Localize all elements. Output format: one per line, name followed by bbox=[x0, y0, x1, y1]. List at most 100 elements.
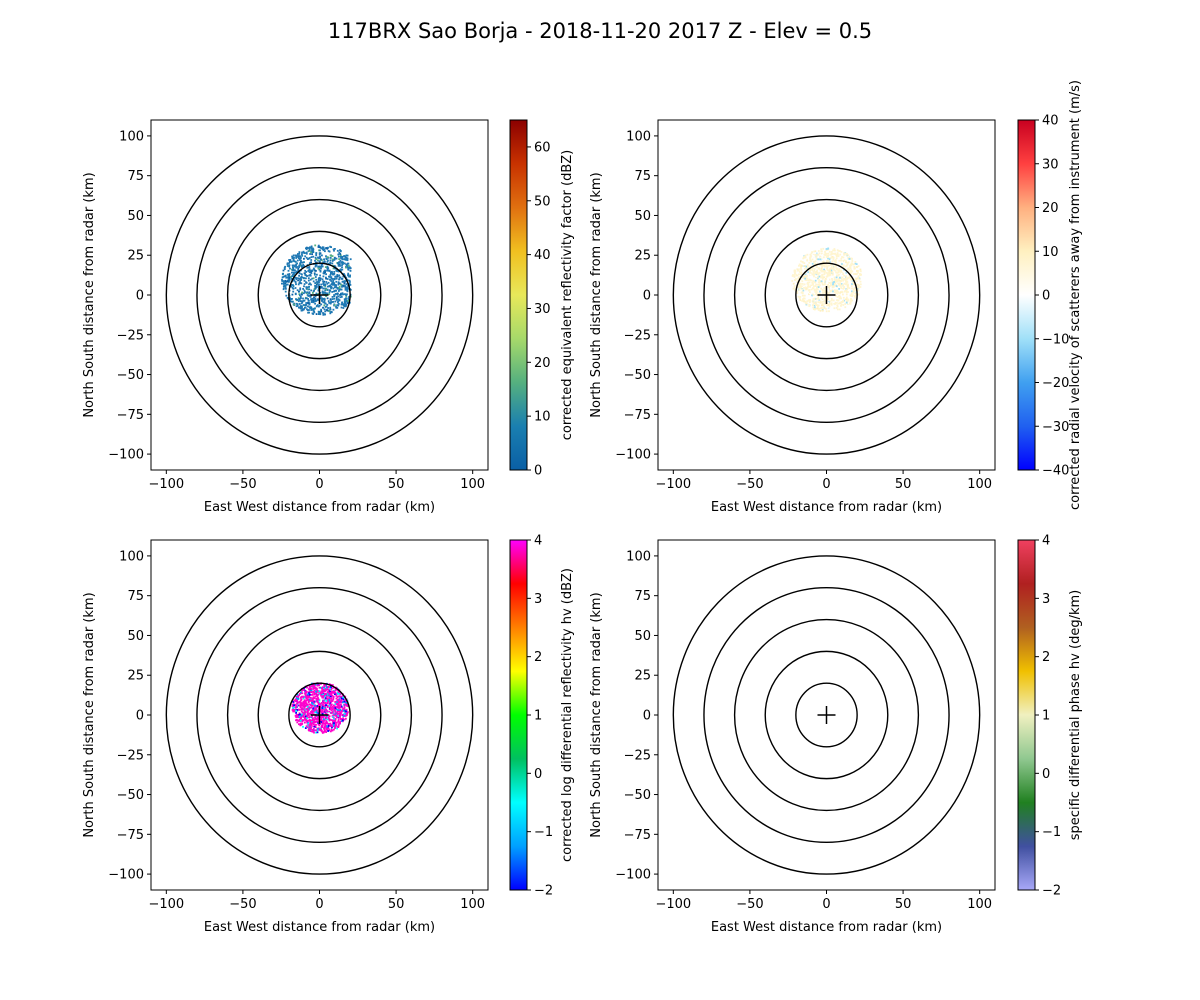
echo-gate bbox=[296, 266, 299, 268]
echo-gate bbox=[791, 280, 794, 282]
echo-gate bbox=[313, 311, 316, 314]
echo-gate bbox=[302, 288, 304, 290]
echo-gate bbox=[320, 728, 323, 731]
echo-gate bbox=[812, 308, 815, 310]
echo-gate bbox=[836, 296, 839, 298]
echo-gate bbox=[333, 704, 335, 707]
echo-gate bbox=[857, 287, 859, 290]
echo-gate bbox=[298, 264, 301, 267]
echo-gate bbox=[323, 722, 326, 725]
plot-area bbox=[165, 135, 474, 455]
echo-gate bbox=[310, 299, 313, 302]
echo-gate bbox=[836, 290, 839, 293]
echo-gate bbox=[311, 693, 314, 696]
echo-gate bbox=[836, 268, 838, 271]
echo-gate bbox=[324, 266, 327, 268]
echo-gate bbox=[335, 306, 338, 309]
echo-gate bbox=[813, 304, 816, 307]
echo-gate bbox=[319, 312, 322, 314]
echo-gate bbox=[295, 283, 297, 286]
echo-gate bbox=[308, 268, 311, 270]
echo-gate bbox=[833, 265, 836, 268]
echo-gate bbox=[798, 281, 801, 284]
echo-gate bbox=[338, 287, 341, 289]
echo-gate bbox=[304, 718, 307, 720]
echo-gate bbox=[341, 263, 344, 265]
x-tick-label: 0 bbox=[822, 477, 830, 492]
echo-gate bbox=[299, 713, 301, 716]
echo-gate bbox=[328, 275, 330, 278]
echo-gate bbox=[307, 722, 310, 725]
echo-gate bbox=[322, 291, 324, 294]
echo-gate bbox=[313, 719, 316, 721]
echo-gate bbox=[328, 291, 331, 294]
echo-gate bbox=[320, 695, 323, 697]
echo-gate bbox=[342, 284, 345, 287]
echo-gate bbox=[342, 696, 345, 699]
echo-gate bbox=[830, 303, 833, 306]
echo-gate bbox=[812, 271, 815, 273]
echo-gate bbox=[319, 287, 322, 289]
echo-gate bbox=[307, 700, 310, 702]
echo-gate bbox=[337, 304, 340, 307]
echo-gate bbox=[323, 684, 326, 686]
echo-gate bbox=[325, 273, 327, 276]
echo-gate bbox=[322, 272, 325, 275]
echo-gate bbox=[313, 689, 316, 692]
echo-gate bbox=[312, 696, 315, 699]
echo-gate bbox=[309, 703, 311, 706]
echo-gate bbox=[812, 298, 815, 301]
echo-gate bbox=[339, 253, 342, 255]
echo-gate bbox=[304, 700, 307, 703]
echo-gate bbox=[349, 275, 351, 278]
echo-gate bbox=[816, 288, 819, 291]
echo-gate bbox=[309, 719, 312, 722]
echo-gate bbox=[334, 707, 337, 709]
echo-gate bbox=[325, 720, 328, 722]
colorbar-tick-label: 0 bbox=[534, 767, 542, 782]
echo-gate bbox=[799, 284, 802, 287]
echo-gate bbox=[328, 293, 331, 296]
echo-gate bbox=[322, 721, 324, 724]
echo-gate bbox=[337, 298, 340, 301]
echo-gate bbox=[828, 303, 831, 306]
echo-gate bbox=[819, 296, 822, 299]
echo-gate bbox=[307, 701, 310, 704]
echo-gate bbox=[835, 267, 838, 269]
echo-gate bbox=[801, 283, 804, 285]
echo-gate bbox=[298, 251, 301, 253]
echo-gate bbox=[324, 313, 326, 316]
echo-gate bbox=[307, 311, 309, 314]
echo-gate bbox=[836, 308, 839, 311]
echo-gate bbox=[330, 712, 333, 715]
echo-gate bbox=[798, 283, 801, 285]
echo-gate bbox=[804, 267, 806, 270]
echo-gate bbox=[344, 303, 347, 306]
echo-gate bbox=[315, 270, 317, 272]
colorbar-tick-label: 20 bbox=[534, 356, 551, 371]
echo-gate bbox=[820, 302, 822, 304]
echo-gate bbox=[302, 705, 305, 707]
echo-gate bbox=[857, 265, 860, 268]
echo-gate bbox=[312, 247, 314, 250]
echo-gate bbox=[312, 301, 315, 304]
echo-gate bbox=[345, 254, 348, 257]
echo-gate bbox=[315, 252, 318, 254]
echo-gate bbox=[306, 726, 309, 729]
echo-gate bbox=[343, 273, 345, 275]
echo-gate bbox=[796, 281, 799, 283]
colorbar-scale bbox=[509, 119, 528, 471]
echo-gate bbox=[813, 307, 816, 309]
echo-gate bbox=[794, 272, 796, 275]
echo-gate bbox=[299, 295, 302, 298]
echo-gate bbox=[316, 283, 318, 286]
echo-gate bbox=[311, 701, 313, 704]
echo-gate bbox=[304, 709, 306, 712]
echo-gate bbox=[817, 267, 820, 270]
echo-gate bbox=[329, 311, 332, 313]
echo-gate bbox=[325, 255, 327, 258]
echo-gate bbox=[811, 258, 814, 261]
echo-gate bbox=[300, 708, 303, 711]
echo-gate bbox=[816, 286, 818, 289]
echo-gate bbox=[850, 264, 853, 267]
